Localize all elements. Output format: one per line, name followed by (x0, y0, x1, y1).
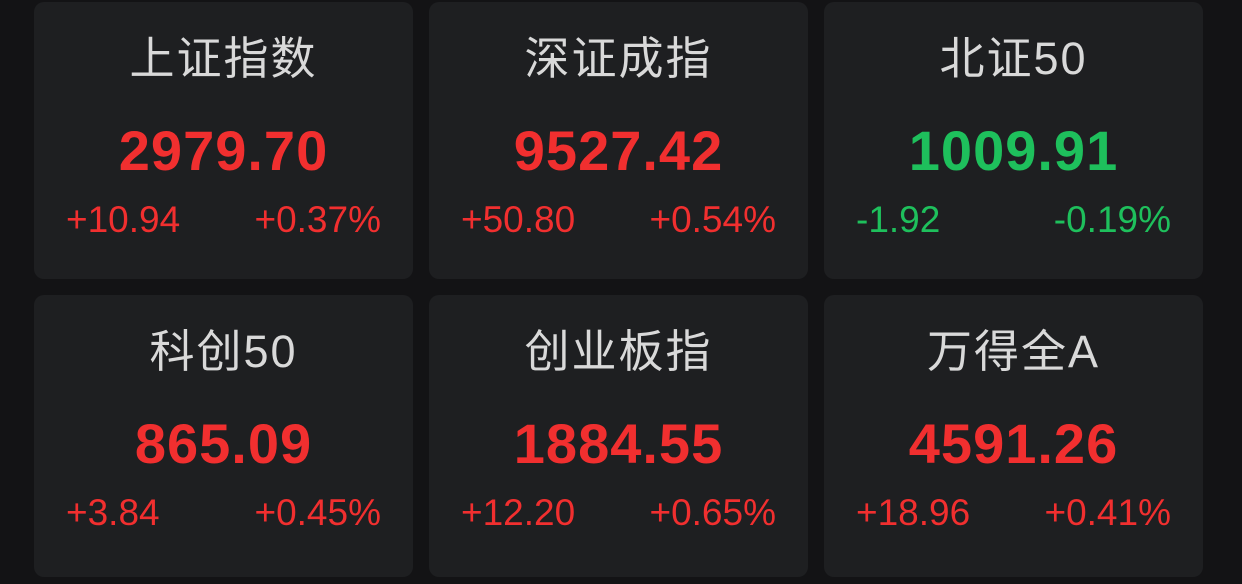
index-change-row: +3.84 +0.45% (64, 494, 383, 531)
index-change-row: +50.80 +0.54% (459, 201, 778, 238)
index-change-percent: +0.41% (1044, 492, 1171, 533)
index-change-percent: +0.45% (254, 492, 381, 533)
index-change: +12.20 (461, 492, 576, 533)
index-card-star-50[interactable]: 科创50 865.09 +3.84 +0.45% (34, 295, 413, 577)
index-value: 2979.70 (118, 119, 329, 182)
index-card-szse-component[interactable]: 深证成指 9527.42 +50.80 +0.54% (429, 2, 808, 279)
index-value: 1884.55 (513, 412, 724, 475)
index-change-percent: -0.19% (1053, 199, 1171, 240)
index-change: +10.94 (66, 199, 181, 240)
index-change: -1.92 (856, 199, 941, 240)
index-value: 1009.91 (908, 119, 1119, 182)
index-card-bse-50[interactable]: 北证50 1009.91 -1.92 -0.19% (824, 2, 1203, 279)
index-change-percent: +0.65% (649, 492, 776, 533)
index-change-row: -1.92 -0.19% (854, 201, 1173, 238)
index-change-percent: +0.37% (254, 199, 381, 240)
index-value: 4591.26 (908, 412, 1119, 475)
index-name: 科创50 (149, 326, 298, 377)
index-card-wind-all-a[interactable]: 万得全A 4591.26 +18.96 +0.41% (824, 295, 1203, 577)
index-change: +18.96 (856, 492, 971, 533)
index-change-row: +10.94 +0.37% (64, 201, 383, 238)
index-change-row: +12.20 +0.65% (459, 494, 778, 531)
index-name: 上证指数 (129, 33, 318, 84)
index-change: +50.80 (461, 199, 576, 240)
index-card-chinext[interactable]: 创业板指 1884.55 +12.20 +0.65% (429, 295, 808, 577)
index-card-sse-composite[interactable]: 上证指数 2979.70 +10.94 +0.37% (34, 2, 413, 279)
index-change-percent: +0.54% (649, 199, 776, 240)
index-name: 深证成指 (524, 33, 713, 84)
index-value: 9527.42 (513, 119, 724, 182)
index-value: 865.09 (134, 412, 313, 475)
index-name: 创业板指 (524, 326, 713, 377)
index-change: +3.84 (66, 492, 160, 533)
index-change-row: +18.96 +0.41% (854, 494, 1173, 531)
index-name: 万得全A (926, 326, 1100, 377)
index-name: 北证50 (939, 33, 1088, 84)
